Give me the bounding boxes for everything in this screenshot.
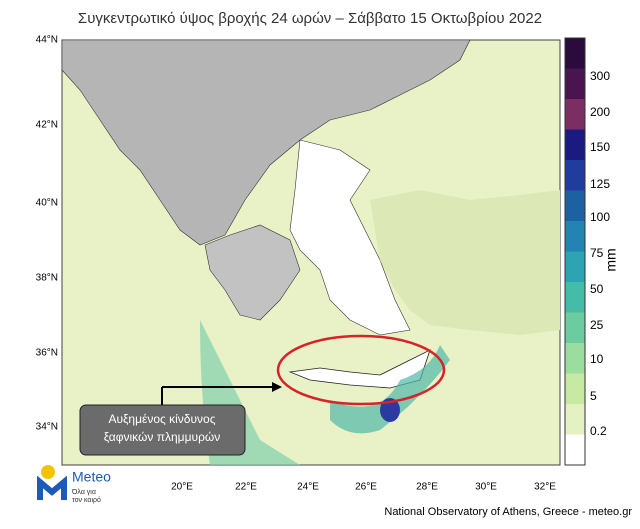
colorbar-swatch	[565, 160, 585, 191]
colorbar-swatch	[565, 129, 585, 160]
colorbar-swatch	[565, 221, 585, 252]
colorbar-swatch	[565, 312, 585, 343]
lon-label: 30°E	[475, 482, 497, 493]
colorbar-label: 25	[590, 318, 604, 332]
colorbar-unit: mm	[603, 248, 619, 271]
colorbar-label: 10	[590, 352, 604, 366]
colorbar-frame	[564, 37, 586, 466]
lon-labels: 20°E 22°E 24°E 26°E 28°E 30°E 32°E	[171, 482, 556, 493]
colorbar-label: 50	[590, 282, 604, 296]
logo: Meteo Όλα για τον καιρό	[37, 465, 111, 504]
colorbar-swatch	[565, 38, 585, 69]
colorbar-label: 300	[590, 69, 610, 83]
title: Συγκεντρωτικό ύψος βροχής 24 ωρών – Σάββ…	[78, 10, 542, 27]
colorbar-label: 200	[590, 105, 610, 119]
lat-label: 40°N	[36, 198, 58, 209]
colorbar: 300 200 150 125 100 75 50 25 10 5 0.2	[564, 37, 610, 466]
colorbar-label: 0.2	[590, 424, 607, 438]
colorbar-label: 100	[590, 210, 610, 224]
colorbar-swatch	[565, 251, 585, 282]
colorbar-label: 75	[590, 246, 604, 260]
lat-labels: 44°N 42°N 40°N 38°N 36°N 34°N	[36, 35, 58, 433]
logo-name: Meteo	[72, 469, 111, 485]
callout-text: ξαφνικών πλημμυρών	[104, 430, 221, 444]
colorbar-swatch	[565, 99, 585, 130]
lon-label: 28°E	[416, 482, 438, 493]
lon-label: 20°E	[171, 482, 193, 493]
colorbar-swatch	[565, 190, 585, 221]
map: Αυξημένος κίνδυνος ξαφνικών πλημμυρών	[61, 39, 561, 466]
colorbar-swatch	[565, 373, 585, 404]
lat-label: 36°N	[36, 348, 58, 359]
lon-label: 22°E	[235, 482, 257, 493]
colorbar-swatch	[565, 343, 585, 374]
lon-label: 24°E	[297, 482, 319, 493]
colorbar-label: 150	[590, 140, 610, 154]
lon-label: 26°E	[355, 482, 377, 493]
lon-label: 32°E	[534, 482, 556, 493]
colorbar-swatch	[565, 434, 585, 465]
lat-label: 38°N	[36, 273, 58, 284]
colorbar-swatch	[565, 404, 585, 435]
colorbar-label: 5	[590, 389, 597, 403]
lat-label: 44°N	[36, 35, 58, 46]
logo-tagline: τον καιρό	[72, 496, 101, 504]
colorbar-label: 125	[590, 177, 610, 191]
lat-label: 42°N	[36, 120, 58, 131]
footer-credit: National Observatory of Athens, Greece -…	[384, 506, 632, 518]
logo-tagline: Όλα για	[71, 489, 96, 496]
colorbar-swatch	[565, 282, 585, 313]
lat-label: 34°N	[36, 422, 58, 433]
colorbar-swatch	[565, 68, 585, 99]
callout-text: Αυξημένος κίνδυνος	[108, 412, 215, 426]
